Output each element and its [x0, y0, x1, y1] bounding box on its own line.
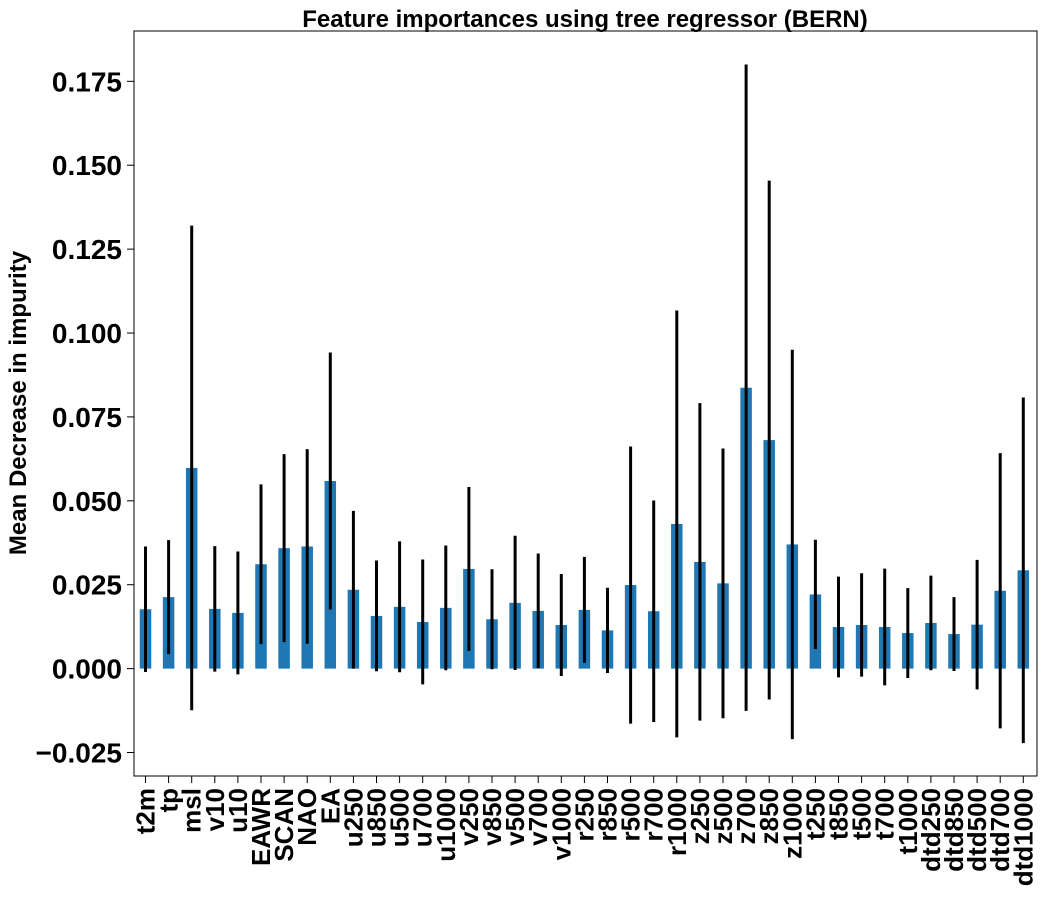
x-tick-label: EAWR	[246, 788, 276, 866]
x-tick-label: t2m	[131, 788, 161, 834]
plot-frame	[133, 30, 1038, 777]
x-tick-label: v1000	[546, 788, 576, 860]
x-tick-label: r500	[616, 788, 646, 842]
x-tick-label: u500	[385, 788, 415, 847]
y-tick-label: 0.025	[52, 570, 122, 601]
chart-title: Feature importances using tree regressor…	[302, 6, 868, 33]
y-tick-label: −0.025	[36, 738, 122, 769]
x-tick-label: NAO	[292, 788, 322, 846]
y-axis-label: Mean Decrease in impurity	[5, 250, 32, 555]
x-tick-label: dtd700	[985, 788, 1015, 872]
x-tick-label: EA	[315, 788, 345, 824]
y-tick-label: 0.000	[52, 654, 122, 685]
x-tick-label: v250	[454, 788, 484, 846]
x-tick-label: z500	[708, 788, 738, 844]
x-tick-label: u850	[362, 788, 392, 847]
x-tick-label: t1000	[893, 788, 923, 855]
x-tick-label: dtd500	[962, 788, 992, 872]
x-tick-label: t500	[847, 788, 877, 840]
x-axis: t2mtpmslv10u10EAWRSCANNAOEAu250u850u500u…	[131, 776, 1038, 886]
x-tick-label: SCAN	[269, 788, 299, 862]
x-tick-label: v500	[500, 788, 530, 846]
x-tick-label: t250	[800, 788, 830, 840]
x-tick-label: v850	[477, 788, 507, 846]
x-tick-label: msl	[177, 788, 207, 833]
x-tick-label: u1000	[431, 788, 461, 862]
x-tick-label: r1000	[662, 788, 692, 856]
x-tick-label: t850	[824, 788, 854, 840]
x-tick-label: v10	[200, 788, 230, 831]
y-axis: −0.025 0.000 0.025 0.050 0.075 0.100 0.125 0.15…	[36, 66, 134, 769]
x-tick-label: u250	[338, 788, 368, 847]
y-tick-label: 0.175	[52, 66, 122, 97]
x-tick-label: z850	[754, 788, 784, 844]
x-tick-label: t700	[870, 788, 900, 840]
x-tick-label: u700	[408, 788, 438, 847]
x-tick-label: dtd1000	[1008, 788, 1038, 886]
y-tick-label: 0.050	[52, 486, 122, 517]
x-tick-label: dtd850	[939, 788, 969, 872]
x-tick-label: u10	[223, 788, 253, 833]
y-tick-label: 0.125	[52, 234, 122, 265]
x-tick-label: r850	[593, 788, 623, 842]
x-tick-label: v700	[523, 788, 553, 846]
x-tick-label: dtd250	[916, 788, 946, 872]
x-tick-label: z250	[685, 788, 715, 844]
error-bars-group	[144, 64, 1025, 744]
x-tick-label: z1000	[777, 788, 807, 859]
y-tick-label: 0.100	[52, 318, 122, 349]
x-tick-label: tp	[154, 788, 184, 813]
x-tick-label: r700	[639, 788, 669, 842]
x-tick-label: z700	[731, 788, 761, 844]
y-tick-label: 0.075	[52, 402, 122, 433]
y-tick-label: 0.150	[52, 150, 122, 181]
x-tick-label: r250	[569, 788, 599, 842]
